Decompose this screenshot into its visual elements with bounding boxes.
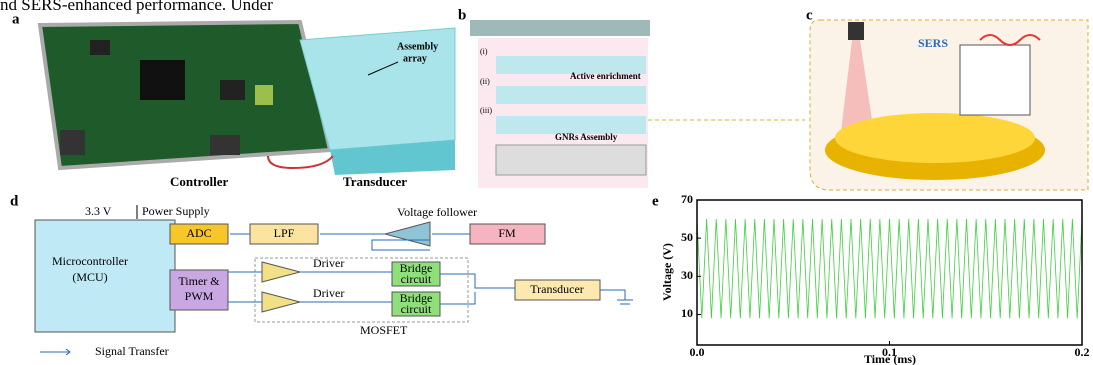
annotation: Assembly bbox=[397, 41, 438, 52]
annotation: SERS bbox=[918, 36, 948, 50]
panel-label: d bbox=[10, 193, 19, 209]
label: circuit bbox=[401, 302, 432, 316]
step-label: (iii) bbox=[480, 106, 492, 115]
label: circuit bbox=[401, 272, 432, 286]
annotation: Controller bbox=[170, 174, 228, 189]
label: Microcontroller bbox=[52, 254, 128, 268]
panel-label: b bbox=[458, 7, 466, 23]
page: nd SERS-enhanced performance. Under a As… bbox=[0, 0, 1093, 365]
y-tick-label: 70 bbox=[681, 192, 693, 206]
step-label: (i) bbox=[480, 47, 488, 56]
annotation: array bbox=[403, 53, 427, 64]
label: MOSFET bbox=[360, 323, 408, 337]
panel-c: c SERS bbox=[806, 7, 1088, 190]
step-label: (ii) bbox=[480, 77, 490, 86]
data-line bbox=[697, 219, 1082, 318]
x-tick-label: 0.1 bbox=[882, 345, 897, 359]
label: Driver bbox=[313, 256, 344, 270]
annotation: Active enrichment bbox=[570, 71, 641, 81]
label: Transducer bbox=[530, 282, 584, 296]
x-tick-label: 0.0 bbox=[690, 345, 705, 359]
legend-label: Signal Transfer bbox=[95, 344, 169, 358]
label: ADC bbox=[186, 226, 211, 240]
label: Driver bbox=[313, 286, 344, 300]
panel-label: a bbox=[12, 11, 20, 27]
label: FM bbox=[498, 226, 516, 240]
panel-label: e bbox=[652, 193, 659, 209]
figure: nd SERS-enhanced performance. Under a As… bbox=[0, 0, 1093, 365]
label: 3.3 V bbox=[85, 204, 112, 218]
y-tick-label: 50 bbox=[681, 230, 693, 244]
header-text: nd SERS-enhanced performance. Under bbox=[0, 0, 273, 14]
label: Voltage follower bbox=[397, 205, 477, 219]
label: Timer & bbox=[178, 274, 220, 288]
y-tick-label: 10 bbox=[681, 306, 693, 320]
x-tick-label: 0.2 bbox=[1075, 345, 1090, 359]
panel-a: a Assembly array Controller Transducer bbox=[12, 11, 455, 189]
label: LPF bbox=[274, 226, 295, 240]
label: Power Supply bbox=[142, 204, 210, 218]
annotation: GNRs Assembly bbox=[555, 132, 618, 142]
panel-label: c bbox=[806, 7, 813, 23]
y-tick-label: 30 bbox=[681, 268, 693, 282]
label: (MCU) bbox=[72, 270, 107, 284]
panel-b: b (i) (ii) (iii) Active enrichment GNRs … bbox=[458, 7, 805, 188]
label: PWM bbox=[185, 289, 214, 303]
panel-d: d 3.3 V Power Supply Microcontroller (MC… bbox=[10, 193, 633, 357]
y-axis-title: Voltage (V) bbox=[660, 243, 674, 301]
annotation: Transducer bbox=[343, 174, 407, 189]
